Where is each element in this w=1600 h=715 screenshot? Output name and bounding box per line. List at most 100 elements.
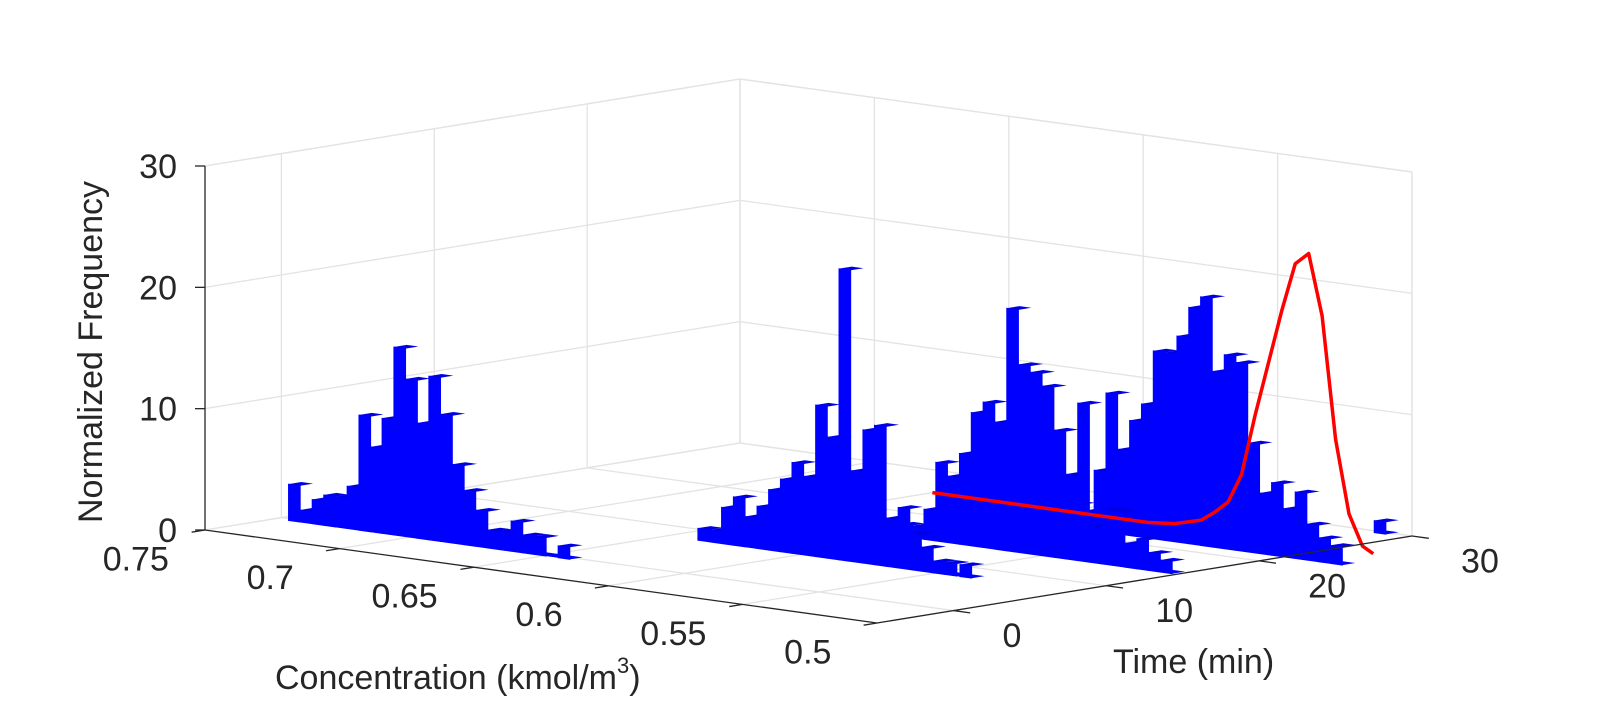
histogram-bar xyxy=(935,461,948,544)
histogram-bar-top xyxy=(1160,557,1186,562)
time-axis-label: Time (min) xyxy=(1113,643,1274,681)
histogram-bar xyxy=(381,417,395,536)
histogram-bar xyxy=(1247,442,1261,555)
x-tick-label: 0.75 xyxy=(103,540,169,578)
gridline-z-left-wall xyxy=(204,199,741,288)
histogram-bar-top xyxy=(288,481,314,486)
chart-axes: 0 10 20 30 0.75 0.7 0.65 0.6 0.55 0.5 0 10 20 30 xyxy=(103,148,1499,671)
histogram-bar-top xyxy=(522,532,548,537)
histogram-bar-top xyxy=(945,560,970,565)
histogram-bar-top xyxy=(323,492,349,497)
histogram-bar xyxy=(1223,354,1237,551)
x-axis-label-text: Concentration (kmol/m xyxy=(275,659,617,697)
x-tick-mark xyxy=(863,622,878,626)
time-tick-mark xyxy=(1106,585,1124,589)
histogram-bar-top xyxy=(733,494,758,499)
histogram-bar-top xyxy=(1224,352,1249,357)
histogram-bar xyxy=(1282,507,1296,560)
x-tick-label: 0.7 xyxy=(247,559,294,597)
histogram-bar-top xyxy=(1374,518,1399,523)
x-tick-mark xyxy=(191,529,206,533)
z-tick-label: 20 xyxy=(139,269,177,307)
x-tick-mark xyxy=(460,566,474,571)
histogram-bar-top xyxy=(452,462,478,466)
time-tick-label: 30 xyxy=(1461,543,1499,581)
histogram-bar xyxy=(1041,385,1055,558)
histogram-bar-top xyxy=(558,543,583,548)
histogram-bar xyxy=(1271,482,1284,558)
histogram-bar-top xyxy=(1330,543,1356,547)
x-tick-label: 0.5 xyxy=(784,633,831,671)
histogram-bar xyxy=(768,488,781,553)
histogram-bar xyxy=(370,446,383,534)
histogram-bar-top xyxy=(1077,400,1103,405)
time-tick-mark xyxy=(1259,560,1277,564)
histogram-bar xyxy=(1140,403,1154,540)
histogram-bar xyxy=(779,478,793,554)
histogram-bar xyxy=(1029,371,1043,557)
z-tick-label: 0 xyxy=(158,512,177,550)
histogram-bar-top xyxy=(1113,508,1138,513)
histogram-bar-top xyxy=(440,412,466,416)
histogram-bar xyxy=(1200,296,1213,548)
x-tick-mark xyxy=(594,585,609,589)
histogram-bar-top xyxy=(1235,360,1261,364)
time-tick-label: 10 xyxy=(1155,592,1193,630)
z-axis-label: Normalized Frequency xyxy=(72,181,110,523)
histogram-bar xyxy=(416,422,430,541)
histogram-bar-top xyxy=(534,534,560,538)
histogram-base xyxy=(288,518,583,560)
x-tick-mark xyxy=(325,547,340,552)
histogram-bar xyxy=(994,421,1008,552)
histogram-bar-top xyxy=(1200,294,1226,299)
histogram-bar xyxy=(897,506,911,571)
histogram-bar-top xyxy=(909,531,935,535)
histogram-bar-top xyxy=(1295,489,1320,494)
histogram-bar-top xyxy=(1018,362,1044,367)
x-axis-line xyxy=(204,529,878,624)
back-top-edge xyxy=(739,78,1413,173)
histogram-bar xyxy=(874,424,887,567)
histogram-bar-top xyxy=(874,423,900,427)
histogram-bar xyxy=(909,532,922,572)
z-tick-label: 10 xyxy=(139,391,177,429)
chart-data-area xyxy=(288,251,1399,579)
histogram-bar-top xyxy=(898,505,923,510)
x-tick-mark xyxy=(729,603,743,608)
histogram-bar-top xyxy=(1318,535,1344,540)
histogram-bar xyxy=(803,475,817,558)
histogram-bar-top xyxy=(463,488,489,492)
left-top-edge xyxy=(204,78,741,167)
histogram-bar-top xyxy=(933,558,958,563)
histogram-bar-top xyxy=(959,562,985,567)
time-tick-mark xyxy=(1411,535,1429,539)
histogram-bar xyxy=(791,461,805,556)
x-tick-label: 0.65 xyxy=(372,578,438,616)
histogram-bar-top xyxy=(815,402,841,407)
histogram-bar-top xyxy=(1148,550,1174,554)
histogram-bar xyxy=(346,485,360,531)
gridline-z-back-wall xyxy=(739,199,1413,294)
histogram-bar xyxy=(1188,306,1201,546)
histogram-bar-top xyxy=(983,399,1008,404)
histogram-bar-top xyxy=(358,412,384,417)
gridline-z-back-wall xyxy=(739,321,1413,416)
histogram-bar-top xyxy=(1247,440,1273,445)
histogram-bar-top xyxy=(838,266,864,271)
histogram-bar xyxy=(838,268,852,562)
histogram-bar xyxy=(1006,307,1019,553)
histogram-bar-top xyxy=(791,460,817,464)
histogram-bar xyxy=(1176,335,1190,545)
histogram-bar xyxy=(452,463,465,546)
gridline-z-left-wall xyxy=(204,321,741,410)
x-axis-label-close: ) xyxy=(629,659,640,697)
histogram-bar xyxy=(1294,491,1308,561)
time-tick-label: 20 xyxy=(1308,567,1346,605)
histogram-bar-top xyxy=(405,376,431,381)
histogram-bar-top xyxy=(1105,390,1131,395)
histogram-base xyxy=(1374,530,1399,535)
histogram-base xyxy=(697,538,985,579)
histogram-bar-top xyxy=(921,544,947,549)
histogram-bar xyxy=(862,429,876,566)
